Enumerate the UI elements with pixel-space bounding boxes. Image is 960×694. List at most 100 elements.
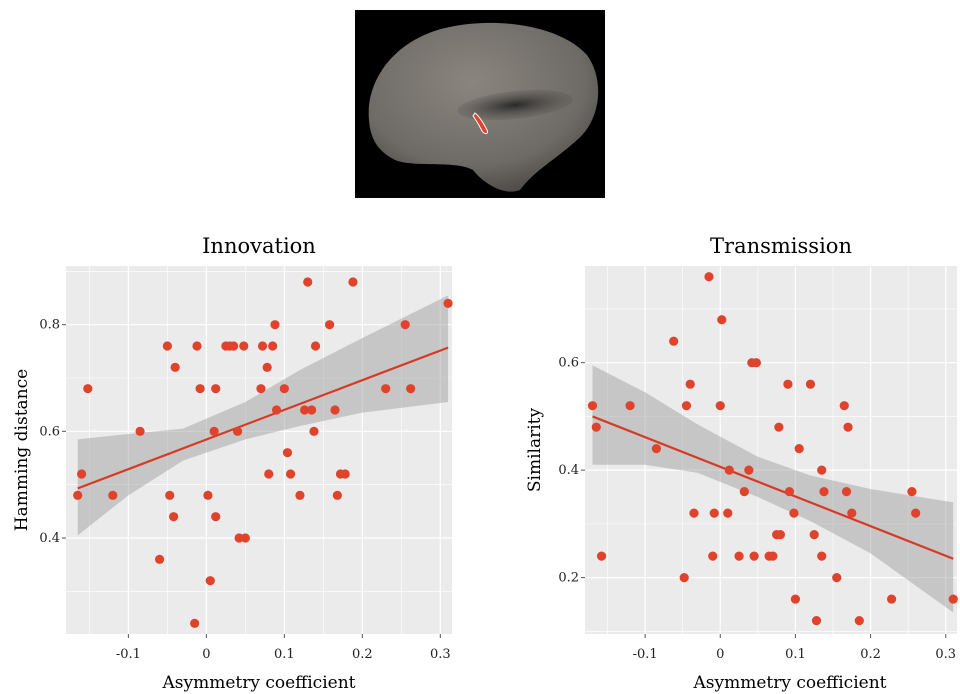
data-point [309,426,319,436]
chart-title: Innovation [202,234,316,258]
data-point [887,594,897,604]
x-tick-labels: -0.1 0 0.1 0.2 0.3 [633,634,956,662]
data-point [751,358,761,368]
ci-band [592,365,954,613]
data-point [790,594,801,604]
data-point [817,551,827,561]
data-point [819,487,829,497]
data-point [839,401,849,411]
data-point [256,384,266,394]
data-point [681,401,692,411]
data-point [195,384,205,394]
y-tick-labels: 0.2 0.4 0.6 [558,356,585,586]
fit-line [77,346,449,490]
data-point [734,551,744,561]
data-point [192,341,202,351]
data-point [596,551,607,561]
data-point [809,530,819,540]
x-tick-label: 0.1 [785,647,806,662]
data-point [303,277,313,287]
y-tick-label: 0.6 [39,424,60,439]
data-point [162,341,172,351]
data-points [587,272,958,626]
data-point [679,572,689,583]
x-tick-label: 0.1 [274,647,295,662]
data-point [332,490,342,500]
data-point [817,465,827,475]
data-point [709,508,719,518]
data-point [805,379,816,389]
fit-line-group [592,415,954,560]
data-point [83,384,93,394]
data-point [285,469,296,479]
x-tick-label: -0.1 [633,647,658,662]
data-point [783,379,793,389]
data-point [768,551,778,561]
data-point [203,490,213,500]
sylvian-fissure [457,89,573,121]
y-tick-label: 0.4 [39,531,60,546]
data-point [651,444,661,454]
data-point [685,379,695,389]
data-point [724,465,734,475]
data-points [73,277,453,628]
data-point [832,572,842,583]
plot-background [585,266,957,634]
data-point [723,508,733,518]
chart-title: Transmission [710,234,852,258]
data-point [774,422,784,432]
data-point [240,533,250,543]
data-point [749,551,759,561]
data-point [73,490,83,500]
data-point [406,384,416,394]
data-point [625,401,635,411]
x-tick-labels: -0.1 0 0.1 0.2 0.3 [116,634,451,662]
data-point [381,384,391,394]
y-tick-label: 0.8 [39,318,60,333]
data-point [165,490,175,500]
data-point [262,362,272,372]
data-point [704,272,714,282]
roi-highlight [472,112,488,134]
chart-transmission: Transmission -0.1 0 0.1 0.2 0.3 0.2 0.4 0.6 As… [525,234,958,693]
data-point [708,551,718,561]
y-tick-labels: 0.4 0.6 0.8 [39,318,66,546]
data-point [443,298,453,308]
fit-line [592,415,954,560]
data-point [775,530,785,540]
x-tick-label: -0.1 [116,647,141,662]
gridlines [66,266,452,634]
x-tick-label: 0 [716,647,724,662]
y-tick-label: 0.4 [558,463,579,478]
data-point [689,508,699,518]
data-point [784,487,795,497]
data-point [239,341,249,351]
data-point [340,469,350,479]
data-point [300,405,310,415]
data-point [744,465,754,475]
data-point [715,401,725,411]
ci-band [77,295,449,536]
data-point [211,384,221,394]
confidence-band [592,365,954,613]
data-point [271,405,282,415]
x-tick-label: 0.3 [430,647,451,662]
confidence-band [77,295,449,536]
data-point [847,508,857,518]
x-tick-label: 0.3 [935,647,956,662]
y-tick-label: 0.2 [558,571,579,586]
brain-rendering [355,10,605,198]
data-point [169,512,179,522]
data-point [232,426,243,436]
data-point [282,448,293,458]
x-axis-label: Asymmetry coefficient [692,673,886,693]
data-point [279,384,289,394]
data-point [739,487,749,497]
data-point [717,315,727,325]
data-point [591,422,601,432]
data-point [324,320,335,330]
data-point [587,401,598,411]
y-tick-label: 0.6 [558,356,579,371]
data-point [170,362,180,372]
data-point [190,618,200,628]
